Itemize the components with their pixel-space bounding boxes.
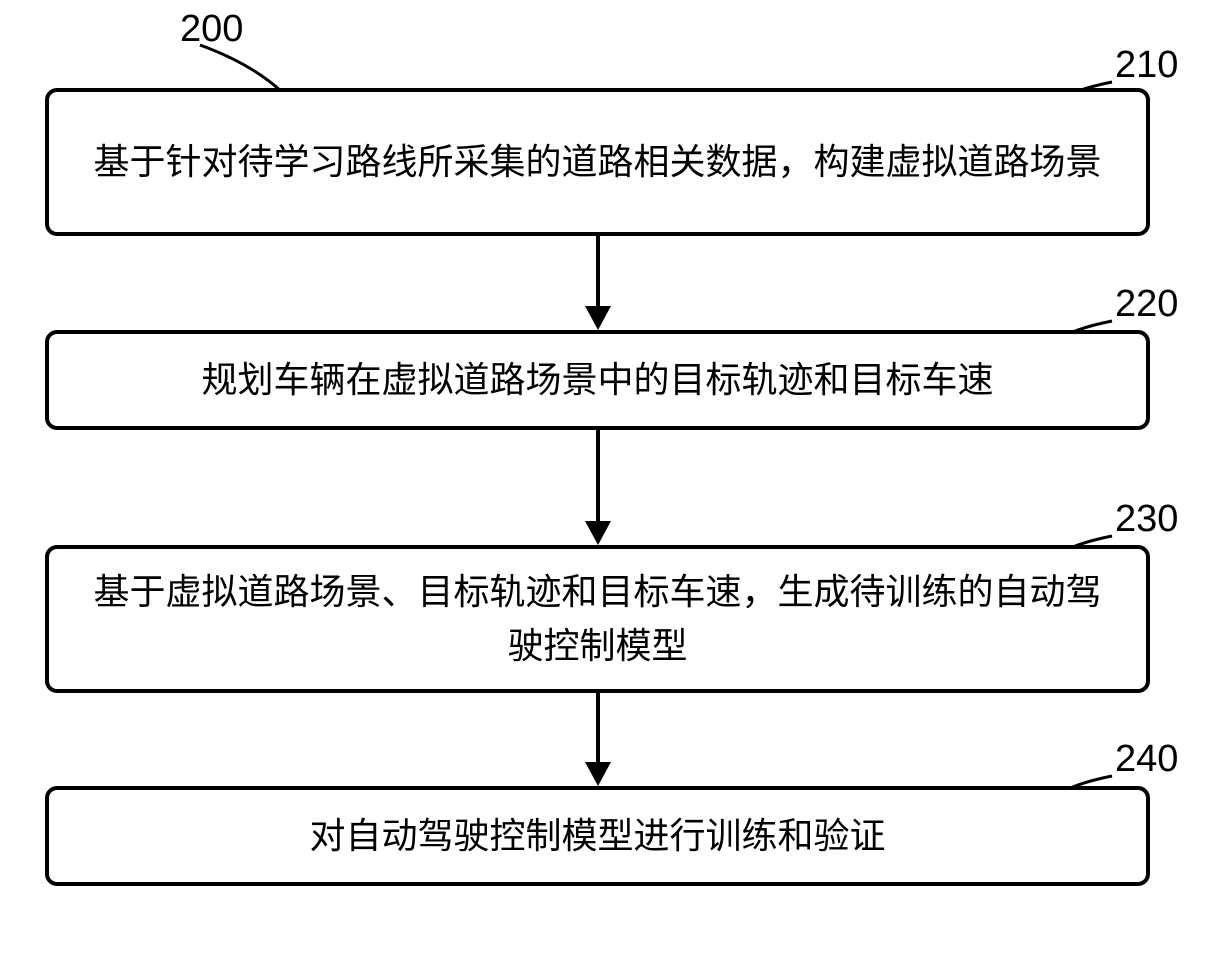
step-label-2: 220 bbox=[1115, 283, 1178, 326]
label-text: 220 bbox=[1115, 283, 1178, 325]
flow-step-4: 对自动驾驶控制模型进行训练和验证 bbox=[45, 786, 1150, 886]
step-text: 规划车辆在虚拟道路场景中的目标轨迹和目标车速 bbox=[201, 353, 993, 407]
flow-step-2: 规划车辆在虚拟道路场景中的目标轨迹和目标车速 bbox=[45, 330, 1150, 430]
flow-step-1: 基于针对待学习路线所采集的道路相关数据，构建虚拟道路场景 bbox=[45, 88, 1150, 236]
step-text: 对自动驾驶控制模型进行训练和验证 bbox=[309, 809, 885, 863]
label-text: 230 bbox=[1115, 498, 1178, 540]
label-text: 200 bbox=[180, 8, 243, 50]
diagram-title-label: 200 bbox=[180, 8, 243, 51]
step-text: 基于针对待学习路线所采集的道路相关数据，构建虚拟道路场景 bbox=[93, 135, 1101, 189]
flowchart-diagram: 200 210 220 230 240 基于针对待学习路线所采集的道路相关数据，… bbox=[0, 0, 1206, 969]
label-text: 210 bbox=[1115, 44, 1178, 86]
step-label-3: 230 bbox=[1115, 498, 1178, 541]
step-label-1: 210 bbox=[1115, 44, 1178, 87]
label-text: 240 bbox=[1115, 738, 1178, 780]
step-label-4: 240 bbox=[1115, 738, 1178, 781]
flow-step-3: 基于虚拟道路场景、目标轨迹和目标车速，生成待训练的自动驾驶控制模型 bbox=[45, 545, 1150, 693]
step-text: 基于虚拟道路场景、目标轨迹和目标车速，生成待训练的自动驾驶控制模型 bbox=[89, 565, 1106, 673]
